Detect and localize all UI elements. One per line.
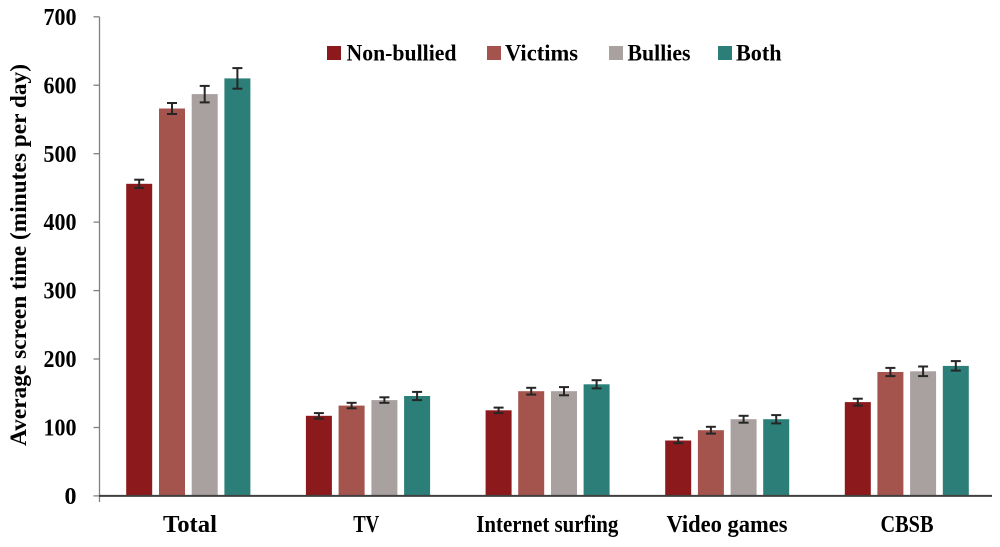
- svg-text:700: 700: [44, 5, 77, 31]
- svg-text:400: 400: [44, 210, 77, 236]
- svg-text:Both: Both: [736, 41, 782, 66]
- svg-text:CBSB: CBSB: [881, 512, 934, 538]
- svg-text:Video games: Video games: [667, 512, 788, 538]
- svg-text:600: 600: [44, 73, 77, 99]
- svg-text:0: 0: [65, 484, 77, 510]
- svg-text:300: 300: [44, 279, 77, 305]
- svg-text:Internet surfing: Internet surfing: [476, 512, 618, 538]
- svg-text:TV: TV: [353, 512, 380, 538]
- svg-text:Average screen time (minutes p: Average screen time (minutes per day): [6, 64, 31, 446]
- svg-text:100: 100: [44, 416, 77, 442]
- svg-text:Bullies: Bullies: [628, 41, 691, 66]
- svg-text:Total: Total: [163, 512, 217, 538]
- svg-text:500: 500: [44, 142, 77, 168]
- svg-text:200: 200: [44, 347, 77, 373]
- svg-text:Non-bullied: Non-bullied: [347, 41, 457, 66]
- svg-text:Victims: Victims: [505, 41, 578, 66]
